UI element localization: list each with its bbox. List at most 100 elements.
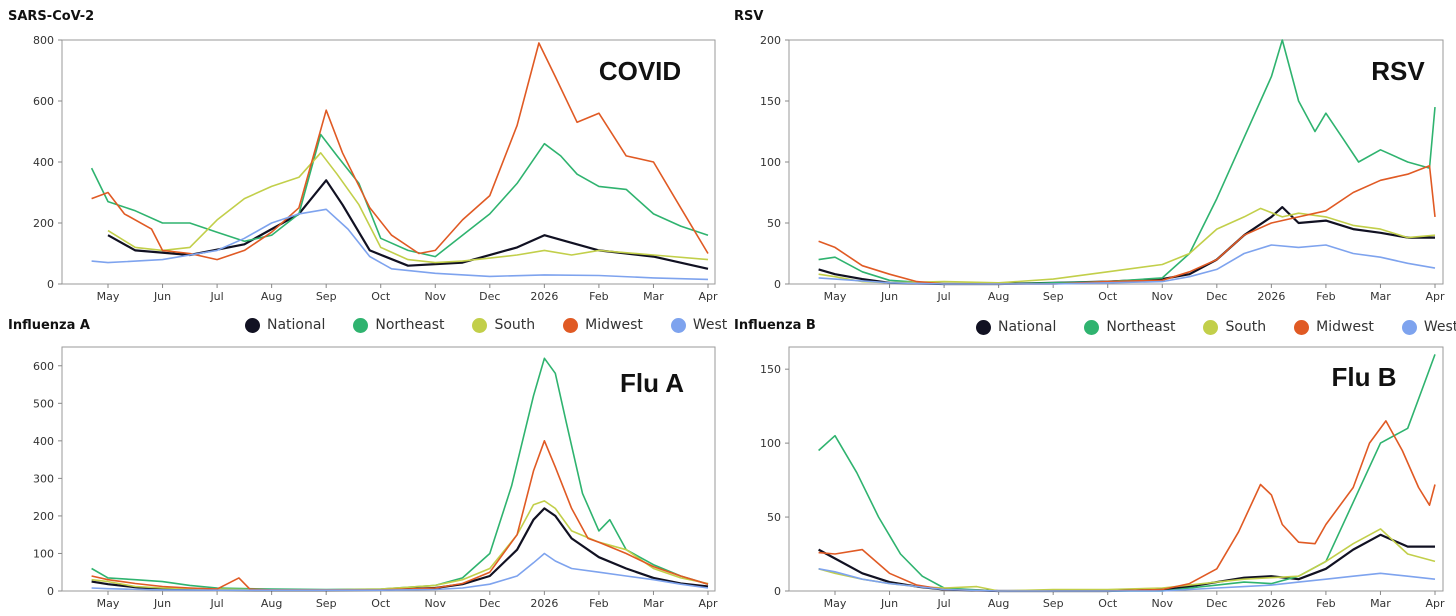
chart-label-flub: Flu B xyxy=(1332,362,1397,392)
legend-dot xyxy=(1203,319,1219,335)
x-tick-label: Sep xyxy=(316,597,337,610)
legend-item-south: South xyxy=(1203,319,1266,335)
x-tick-label: 2026 xyxy=(1257,290,1285,303)
y-tick-label: 500 xyxy=(33,397,54,410)
y-tick-label: 200 xyxy=(33,510,54,523)
x-tick-label: May xyxy=(824,597,847,610)
x-tick-label: Apr xyxy=(698,290,718,303)
x-tick-label: Oct xyxy=(1098,597,1118,610)
legend-flub: National Northeast South Midwest West xyxy=(976,319,1456,335)
x-tick-label: Jun xyxy=(880,290,898,303)
x-tick-label: May xyxy=(824,290,847,303)
x-tick-label: Sep xyxy=(1043,290,1064,303)
x-tick-label: Nov xyxy=(1152,597,1174,610)
chart-label-rsv: RSV xyxy=(1371,56,1425,86)
x-tick-label: May xyxy=(97,290,120,303)
x-tick-label: Jul xyxy=(936,597,950,610)
x-tick-label: 2026 xyxy=(1257,597,1285,610)
series-line-midwest xyxy=(818,164,1436,285)
legend-flua: National Northeast South Midwest West xyxy=(245,317,727,333)
x-tick-label: 2026 xyxy=(530,290,558,303)
chart-title-covid: SARS-CoV-2 xyxy=(8,9,95,24)
series-line-south xyxy=(91,500,709,591)
x-tick-label: Nov xyxy=(1152,290,1174,303)
y-tick-label: 300 xyxy=(33,472,54,485)
x-tick-label: Dec xyxy=(1206,290,1227,303)
x-tick-label: Apr xyxy=(698,597,718,610)
legend-dot xyxy=(1084,319,1100,335)
y-tick-label: 100 xyxy=(760,156,781,169)
chart-title-rsv: RSV xyxy=(734,9,764,24)
y-tick-label: 400 xyxy=(33,435,54,448)
legend-item-northeast: Northeast xyxy=(1084,319,1175,335)
x-tick-label: Jun xyxy=(153,597,171,610)
legend-label: Midwest xyxy=(1316,319,1374,335)
x-tick-label: Aug xyxy=(261,597,282,610)
x-tick-label: Jul xyxy=(936,290,950,303)
x-tick-label: Aug xyxy=(261,290,282,303)
series-line-midwest xyxy=(91,440,709,591)
chart-title-flub: Influenza B xyxy=(734,318,816,333)
x-tick-label: Oct xyxy=(371,290,391,303)
legend-item-national: National xyxy=(976,319,1056,335)
y-tick-label: 200 xyxy=(760,34,781,47)
y-tick-label: 50 xyxy=(767,217,781,230)
y-tick-label: 600 xyxy=(33,360,54,373)
series-line-national xyxy=(818,533,1435,593)
x-tick-label: Nov xyxy=(425,597,447,610)
x-tick-label: May xyxy=(97,597,120,610)
x-tick-label: Jun xyxy=(880,597,898,610)
series-line-south xyxy=(818,207,1436,284)
legend-dot xyxy=(353,317,369,333)
legend-item-midwest: Midwest xyxy=(563,317,643,333)
x-tick-label: Aug xyxy=(988,290,1009,303)
x-tick-label: Oct xyxy=(1098,290,1118,303)
x-tick-label: Aug xyxy=(988,597,1009,610)
x-tick-label: 2026 xyxy=(530,597,558,610)
y-tick-label: 800 xyxy=(33,34,54,47)
series-line-south xyxy=(107,152,709,264)
x-tick-label: Dec xyxy=(479,290,500,303)
legend-item-west: West xyxy=(1401,319,1456,335)
legend-dot xyxy=(563,317,579,333)
series-line-west xyxy=(91,552,709,591)
legend-label: Northeast xyxy=(375,317,445,333)
legend-label: Midwest xyxy=(585,317,643,333)
series-line-west xyxy=(818,568,1436,592)
y-tick-label: 0 xyxy=(774,278,781,291)
chart-label-flua: Flu A xyxy=(620,368,684,398)
y-tick-label: 200 xyxy=(33,217,54,230)
x-tick-label: Apr xyxy=(1425,597,1445,610)
legend-label: Northeast xyxy=(1106,319,1176,335)
legend-dot xyxy=(1294,319,1310,335)
legend-item-northeast: Northeast xyxy=(353,317,444,333)
x-tick-label: Sep xyxy=(316,290,337,303)
legend-label: West xyxy=(1423,319,1456,335)
y-tick-label: 150 xyxy=(760,95,781,108)
legend-dot xyxy=(670,317,686,333)
y-tick-label: 0 xyxy=(47,278,54,291)
y-tick-label: 0 xyxy=(47,585,54,598)
y-tick-label: 100 xyxy=(33,547,54,560)
x-tick-label: Dec xyxy=(1206,597,1227,610)
x-tick-label: Jun xyxy=(153,290,171,303)
series-line-west xyxy=(91,208,709,281)
x-tick-label: Jul xyxy=(209,597,223,610)
series-line-south xyxy=(818,528,1436,592)
legend-dot xyxy=(976,319,991,335)
series-line-national xyxy=(818,206,1435,286)
legend-label: National xyxy=(998,319,1057,335)
series-line-northeast xyxy=(818,39,1436,285)
legend-label: South xyxy=(494,317,536,333)
legend-dot xyxy=(245,317,260,333)
legend-item-midwest: Midwest xyxy=(1294,319,1374,335)
series-line-west xyxy=(818,244,1436,285)
series-line-midwest xyxy=(91,42,709,261)
x-tick-label: Dec xyxy=(479,597,500,610)
x-tick-label: Sep xyxy=(1043,597,1064,610)
series-line-northeast xyxy=(90,133,709,258)
legend-label: South xyxy=(1225,319,1267,335)
y-tick-label: 0 xyxy=(774,585,781,598)
series-line-midwest xyxy=(818,420,1436,592)
